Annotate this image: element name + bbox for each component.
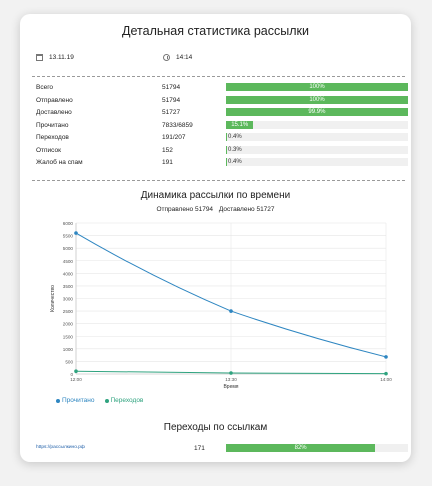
- link-row: https://рассылкино.рф 171 82%: [36, 443, 410, 455]
- chart-delivered-count: Доставлено 51727: [218, 206, 275, 213]
- stat-progress-fill: [226, 83, 408, 91]
- stat-label: Жалоб на спам: [36, 159, 83, 166]
- y-tick-label: 1000: [63, 347, 74, 352]
- stat-progress-bar: 0.4%: [226, 133, 408, 141]
- stat-row: Прочитано 7833/6859 15.1%: [36, 120, 410, 133]
- y-tick-label: 3500: [63, 284, 74, 289]
- stat-percent: 100%: [309, 96, 325, 103]
- stat-row: Отписок 152 0.3%: [36, 145, 410, 158]
- stat-progress-fill: [226, 120, 254, 129]
- date-meta: 13.11.19: [36, 54, 74, 61]
- legend-item[interactable]: Переходов: [104, 397, 144, 404]
- chart-legend: Прочитано Переходов: [56, 397, 143, 404]
- x-axis-label: Время: [223, 384, 238, 390]
- line-chart: 0 500 1000 1500 2000 2500 3000 3500 4000 4500 5000…: [50, 221, 392, 390]
- series-point: [384, 355, 388, 359]
- stat-percent: 15.1%: [231, 121, 249, 128]
- stat-label: Отправлено: [36, 96, 73, 104]
- stat-value: 191: [162, 159, 173, 166]
- stat-value: 51794: [162, 84, 181, 91]
- stat-row: Доставлено 51727 99.9%: [36, 107, 410, 120]
- links-title: Переходы по ссылкам: [163, 422, 268, 433]
- link-progress-fill: [226, 444, 376, 452]
- series-point: [384, 371, 388, 376]
- y-tick-label: 0: [70, 372, 73, 377]
- stat-progress-fill: [226, 108, 408, 116]
- send-date: 13.11.19: [49, 54, 74, 61]
- stats-table: Всего 51794 100% Отправлено 51794 100% Доставл…: [36, 82, 410, 170]
- stat-progress-fill: [226, 95, 408, 104]
- y-tick-label: 500: [65, 359, 73, 364]
- stat-row: Переходов 191/207 0.4%: [36, 132, 410, 145]
- y-tick-label: 3000: [63, 297, 74, 302]
- stat-percent: 0.3%: [228, 146, 242, 153]
- stat-progress-bar: 0.4%: [226, 158, 408, 166]
- stat-progress-bar: 15.1%: [226, 120, 408, 129]
- stat-progress-bar: 100%: [226, 95, 408, 104]
- stat-percent: 100%: [309, 84, 325, 90]
- series-point: [74, 369, 78, 374]
- legend-dot-icon: [56, 398, 60, 403]
- y-tick-label: 5000: [63, 246, 74, 251]
- chart-sent-count: Отправлено 51794: [156, 206, 214, 213]
- y-tick-label: 1500: [63, 334, 74, 339]
- stats-card: Детальная статистика рассылки 13.11.19 1…: [20, 14, 411, 462]
- x-tick-label: 13:30: [225, 377, 237, 382]
- link-url[interactable]: https://рассылкино.рф: [36, 445, 85, 450]
- clock-icon: [163, 54, 170, 61]
- x-tick-label: 14:00: [380, 377, 392, 382]
- link-count: 171: [194, 445, 205, 452]
- y-axis-label: Количество: [50, 285, 56, 312]
- stat-value: 191/207: [162, 134, 186, 141]
- legend-item[interactable]: Прочитано: [56, 397, 95, 404]
- send-time: 14:14: [176, 54, 193, 61]
- legend-label: Прочитано: [62, 397, 95, 404]
- x-tick-label: 12:00: [70, 377, 82, 382]
- stat-label: Всего: [36, 84, 54, 91]
- y-tick-label: 2000: [63, 322, 74, 327]
- chart-subtitle: Отправлено 51794 Доставлено 51727: [20, 206, 411, 213]
- y-tick-label: 4500: [63, 259, 74, 264]
- series-point: [229, 371, 233, 375]
- stat-row: Жалоб на спам 191 0.4%: [36, 157, 410, 170]
- stat-value: 51727: [162, 109, 181, 116]
- stat-percent: 0.4%: [228, 159, 242, 165]
- link-percent: 82%: [294, 445, 307, 451]
- stat-progress-bar: 100%: [226, 83, 408, 91]
- stat-value: 7833/6859: [162, 121, 193, 129]
- stat-percent: 99.9%: [308, 109, 326, 115]
- chart-title: Динамика рассылки по времени: [140, 190, 291, 201]
- y-tick-label: 5500: [63, 234, 74, 239]
- stat-value: 152: [162, 146, 173, 154]
- page-title: Детальная статистика рассылки: [122, 24, 309, 38]
- stat-value: 51794: [162, 96, 181, 104]
- link-progress-bar: 82%: [226, 444, 408, 452]
- stat-percent: 0.4%: [228, 134, 242, 140]
- stat-progress-fill: [226, 133, 227, 141]
- stat-row: Всего 51794 100%: [36, 82, 410, 95]
- stat-label: Отписок: [36, 146, 61, 154]
- stat-progress-fill: [226, 145, 227, 154]
- stat-label: Прочитано: [36, 121, 69, 129]
- divider: [32, 76, 405, 77]
- time-meta: 14:14: [163, 54, 192, 61]
- series-point: [229, 309, 233, 313]
- y-tick-label: 6000: [63, 221, 74, 226]
- legend-label: Переходов: [110, 397, 144, 404]
- divider: [32, 180, 405, 181]
- y-tick-label: 4000: [63, 271, 74, 276]
- stat-progress-fill: [226, 158, 227, 166]
- legend-dot-icon: [104, 398, 109, 403]
- y-tick-label: 2500: [63, 309, 74, 314]
- stat-progress-bar: 0.3%: [226, 145, 408, 154]
- stat-row: Отправлено 51794 100%: [36, 95, 410, 108]
- meta-row: 13.11.19 14:14: [36, 54, 395, 68]
- stat-label: Доставлено: [36, 109, 72, 116]
- stat-label: Переходов: [36, 134, 69, 141]
- series-point: [74, 231, 78, 235]
- stat-progress-bar: 99.9%: [226, 108, 408, 116]
- calendar-icon: [36, 54, 43, 61]
